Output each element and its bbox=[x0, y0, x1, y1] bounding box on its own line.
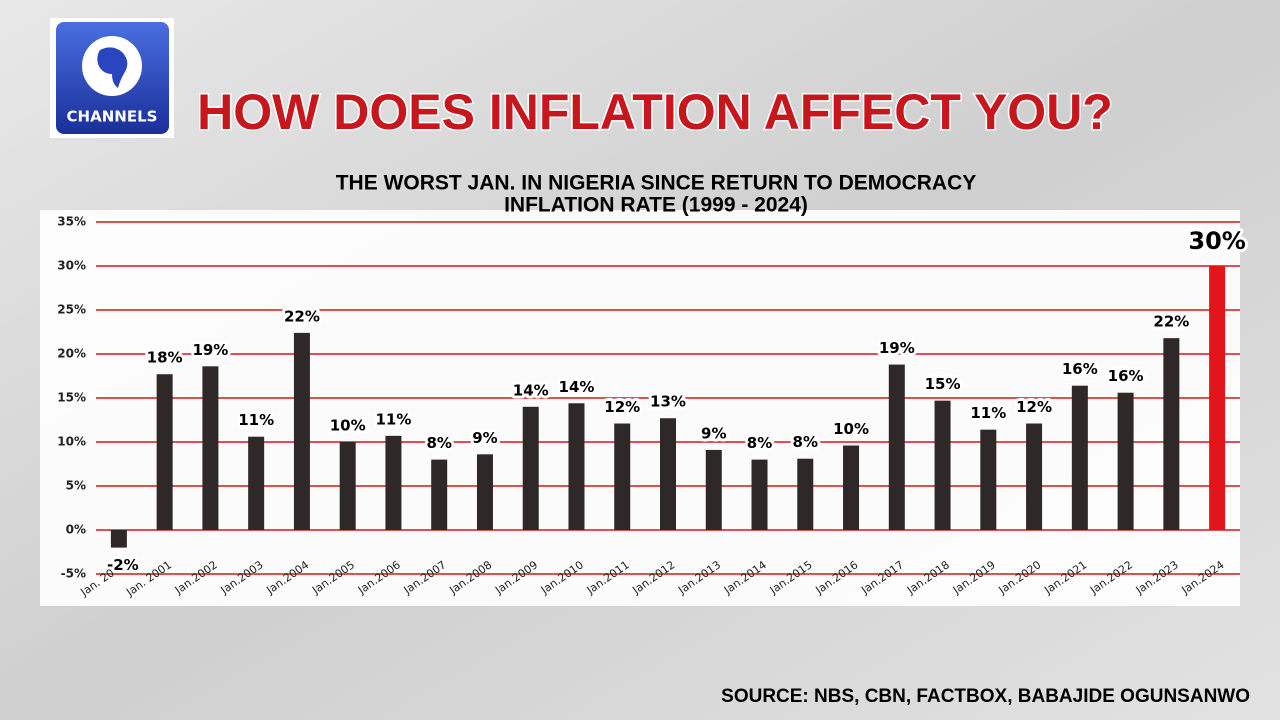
value-label: 15% bbox=[925, 375, 961, 393]
bar bbox=[248, 436, 265, 530]
bar bbox=[1163, 338, 1180, 530]
brand: CHANNELS bbox=[67, 108, 158, 126]
value-label: 8% bbox=[793, 433, 818, 451]
value-label: 11% bbox=[238, 411, 274, 429]
value-label: 19% bbox=[192, 341, 228, 359]
logo-map bbox=[97, 47, 128, 88]
bar bbox=[1209, 266, 1226, 530]
bar bbox=[156, 374, 173, 530]
bar bbox=[660, 418, 676, 530]
bar bbox=[934, 400, 951, 530]
bar bbox=[522, 406, 539, 530]
value-label: 10% bbox=[833, 420, 869, 438]
value-label: 18% bbox=[147, 349, 183, 367]
y-tick-label: -5% bbox=[61, 567, 86, 581]
value-label: -2% bbox=[107, 556, 139, 574]
bar bbox=[1117, 392, 1134, 530]
value-label: 14% bbox=[559, 378, 595, 396]
bar bbox=[568, 403, 585, 530]
value-label: 22% bbox=[1153, 313, 1189, 331]
y-tick-label: 30% bbox=[57, 259, 86, 273]
bar bbox=[202, 366, 219, 530]
value-label: 12% bbox=[1016, 398, 1052, 416]
bar bbox=[843, 445, 860, 530]
chart-title: HOW DOES INFLATION AFFECT YOU? bbox=[197, 84, 1113, 140]
y-tick-label: 10% bbox=[57, 435, 86, 449]
bar bbox=[431, 459, 448, 530]
value-label: 8% bbox=[747, 434, 772, 452]
value-label: 30% bbox=[1188, 227, 1245, 255]
value-label: 11% bbox=[970, 404, 1006, 422]
y-tick-label: 35% bbox=[57, 215, 86, 229]
value-label: 9% bbox=[701, 424, 726, 442]
chart-subtitle: INFLATION RATE (1999 - 2024) bbox=[504, 194, 808, 217]
bar bbox=[339, 442, 356, 530]
bar bbox=[293, 332, 310, 530]
value-label: 22% bbox=[284, 307, 320, 325]
value-label: 8% bbox=[426, 434, 451, 452]
bar bbox=[980, 429, 997, 530]
bar bbox=[614, 423, 631, 530]
bar bbox=[1026, 423, 1043, 530]
bar bbox=[705, 449, 722, 530]
value-label: 13% bbox=[650, 393, 686, 411]
bar bbox=[797, 458, 814, 530]
value-label: 14% bbox=[513, 381, 549, 399]
value-label: 16% bbox=[1062, 360, 1098, 378]
bar bbox=[476, 454, 493, 530]
value-label: 12% bbox=[604, 398, 640, 416]
source: SOURCE: NBS, CBN, FACTBOX, BABAJIDE OGUN… bbox=[721, 686, 1250, 707]
bar bbox=[751, 459, 768, 530]
value-label: 16% bbox=[1108, 367, 1144, 385]
y-tick-label: 0% bbox=[66, 523, 86, 537]
bar bbox=[888, 364, 905, 530]
bar bbox=[385, 435, 402, 530]
chart-subtitle: THE WORST JAN. IN NIGERIA SINCE RETURN T… bbox=[336, 172, 977, 195]
value-label: 11% bbox=[375, 410, 411, 428]
y-tick-label: 20% bbox=[57, 347, 86, 361]
bar bbox=[1071, 385, 1088, 530]
value-label: 10% bbox=[330, 417, 366, 435]
y-tick-label: 25% bbox=[57, 303, 86, 317]
value-label: 9% bbox=[472, 429, 497, 447]
value-label: 19% bbox=[879, 339, 915, 357]
y-tick-label: 15% bbox=[57, 391, 86, 405]
logo: CHANNELS bbox=[50, 18, 174, 138]
bar bbox=[110, 530, 127, 548]
chart-panel bbox=[40, 210, 1240, 606]
y-tick-label: 5% bbox=[66, 479, 86, 493]
